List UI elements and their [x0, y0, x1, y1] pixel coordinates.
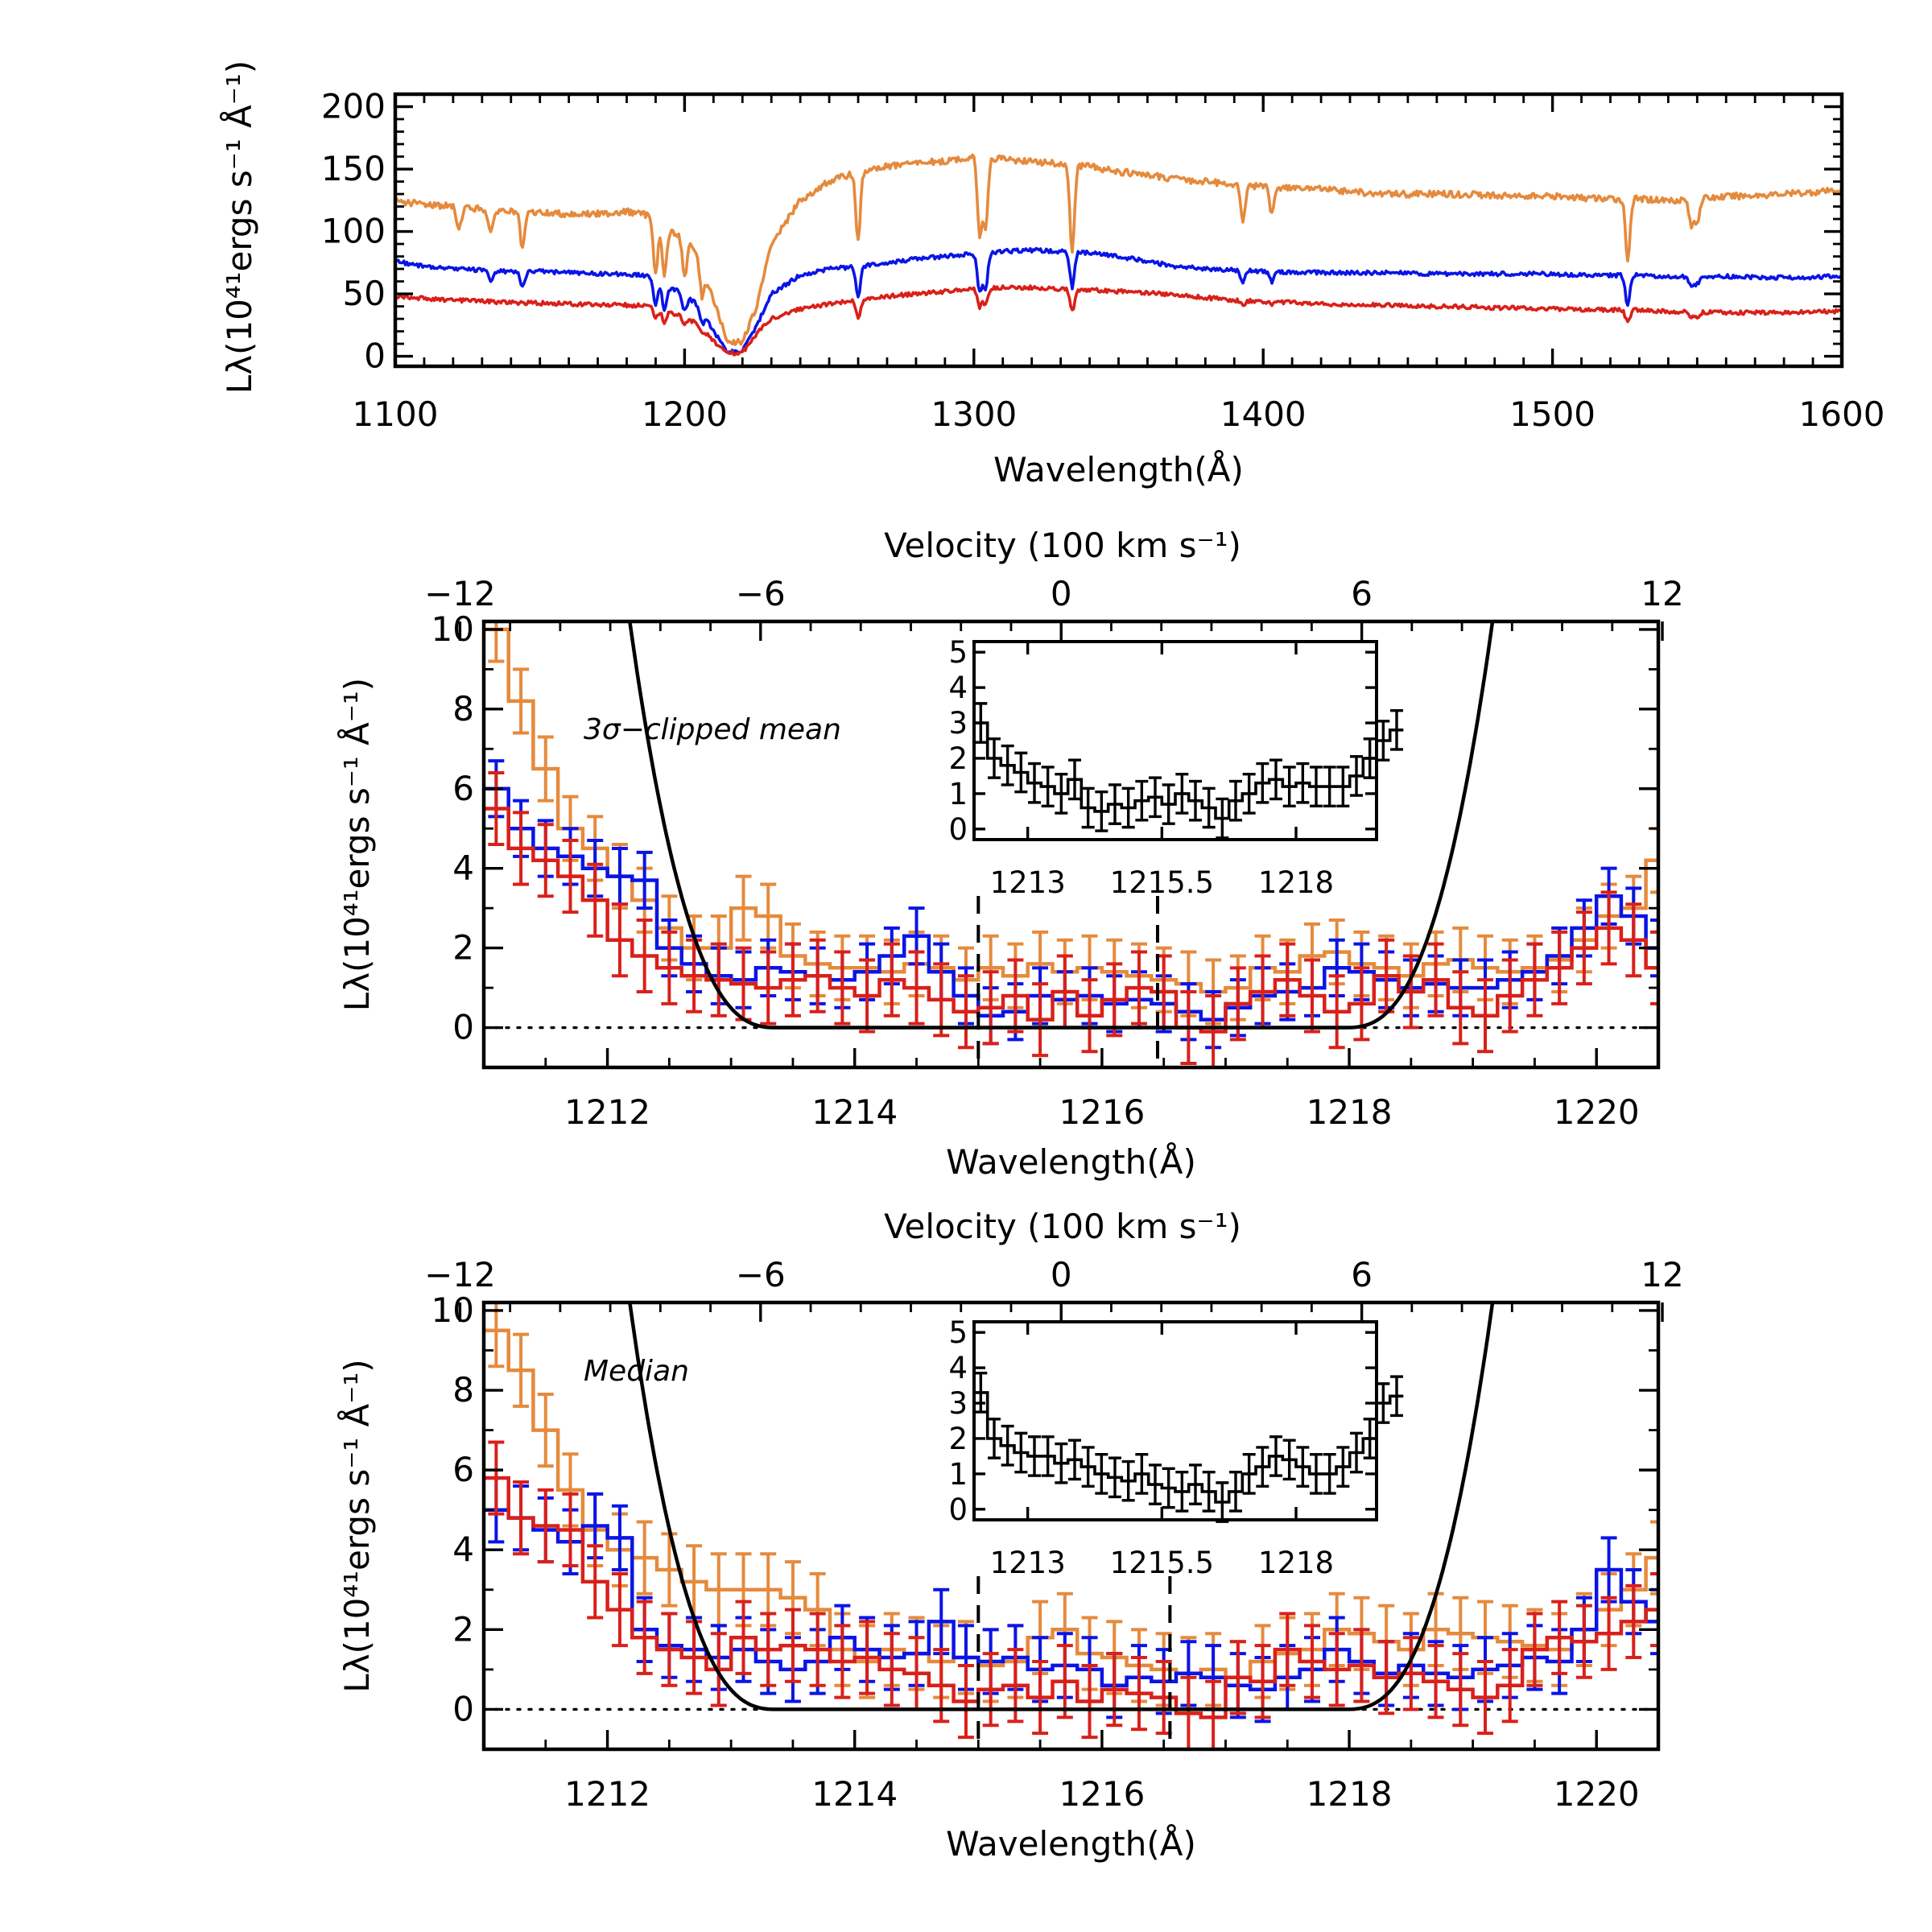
median-top-xlabel: Velocity (100 km s⁻¹): [884, 1207, 1241, 1246]
clipped-mean-ytick-label: 6: [452, 769, 474, 808]
clipped-mean-ytick-label: 10: [431, 609, 474, 649]
median-xtick-label: 1212: [564, 1774, 650, 1814]
median-ytick-label: 10: [431, 1290, 474, 1330]
clipped-mean-vtick-label: 0: [1051, 574, 1072, 613]
median-xtick-label: 1218: [1307, 1774, 1393, 1814]
median-inset-ytick-label: 3: [948, 1386, 968, 1421]
clipped-mean-inset-xtick-label: 1218: [1258, 865, 1334, 900]
clipped-mean-inset-ytick-label: 1: [948, 777, 968, 811]
median-ytick-label: 8: [452, 1370, 474, 1410]
spectrum-xtick-label: 1300: [931, 394, 1017, 434]
clipped-mean-ylabel: Lλ(10⁴¹ergs s⁻¹ Å⁻¹): [336, 678, 377, 1011]
clipped-mean-vtick-label: 12: [1641, 574, 1683, 613]
median-model-curve: [628, 1302, 1495, 1711]
clipped-mean-xlabel: Wavelength(Å): [946, 1141, 1196, 1182]
clipped-mean-ytick-label: 2: [452, 928, 474, 968]
spectrum-xtick-label: 1200: [642, 394, 728, 434]
median-vtick-label: 6: [1351, 1255, 1373, 1294]
median-inset-ytick-label: 4: [948, 1351, 968, 1385]
clipped-mean-frame: [481, 619, 1661, 1070]
clipped-mean-model-curve: [628, 621, 1495, 1030]
spectrum-xtick-label: 1100: [353, 394, 439, 434]
spectrum-ytick-label: 150: [321, 149, 386, 188]
spectrum-series-red: [394, 284, 1843, 357]
median-vtick-label: −6: [736, 1255, 786, 1294]
clipped-mean-xtick-label: 1214: [811, 1092, 898, 1132]
median-vtick-label: 0: [1051, 1255, 1072, 1294]
clipped-mean-plot-area: [484, 621, 1658, 1067]
median-inset-xtick-label: 1215.5: [1110, 1546, 1214, 1580]
clipped-mean-xtick-label: 1212: [564, 1092, 650, 1132]
median-xtick-label: 1216: [1059, 1774, 1145, 1814]
spectrum-ytick-label: 50: [343, 274, 386, 313]
spectrum-xlabel: Wavelength(Å): [993, 449, 1244, 489]
median-inset-xtick-label: 1213: [990, 1546, 1066, 1580]
clipped-mean-ytick-label: 4: [452, 848, 474, 888]
median-ytick-label: 2: [452, 1609, 474, 1649]
median-ytick-label: 6: [452, 1450, 474, 1489]
spectrum-ytick-label: 200: [321, 87, 386, 126]
clipped-mean-inset-ytick-label: 5: [948, 635, 968, 670]
median-plot-area: [484, 1302, 1658, 1749]
median-inset-ytick-label: 1: [948, 1457, 968, 1492]
median-annotation: Median: [584, 1355, 689, 1388]
clipped-mean-inset-bg: [974, 642, 1377, 840]
clipped-mean-ytick-label: 0: [452, 1008, 474, 1047]
median-frame: [481, 1300, 1661, 1752]
clipped-mean-inset-xtick-label: 1213: [990, 865, 1066, 900]
median-xlabel: Wavelength(Å): [946, 1823, 1196, 1864]
clipped-mean-inset-frame: [972, 640, 1378, 841]
clipped-mean-inset-ytick-label: 4: [948, 671, 968, 705]
clipped-mean-step-red: [484, 807, 1658, 1034]
clipped-mean-xtick-label: 1216: [1059, 1092, 1145, 1132]
clipped-mean-vtick-label: −6: [736, 574, 786, 613]
spectrum-xtick-label: 1500: [1509, 394, 1596, 434]
clipped-mean-xtick-label: 1220: [1554, 1092, 1640, 1132]
clipped-mean-annotation: 3σ−clipped mean: [584, 713, 841, 746]
median-ylabel: Lλ(10⁴¹ergs s⁻¹ Å⁻¹): [336, 1359, 377, 1692]
median-xtick-label: 1220: [1554, 1774, 1640, 1814]
clipped-mean-vtick-label: −12: [424, 574, 496, 613]
clipped-mean-inset-ytick-label: 2: [948, 741, 968, 776]
spectrum-panel: 1100 1200 1300 1400 1500 1600 0 50 100 150 200 Wave…: [219, 60, 1885, 489]
median-ytick-label: 4: [452, 1530, 474, 1569]
clipped-mean-inset-xtick-label: 1215.5: [1110, 865, 1214, 900]
clipped-mean-inset-ytick-label: 0: [948, 812, 968, 847]
spectrum-xtick-label: 1600: [1799, 394, 1885, 434]
median-inset-xtick-label: 1218: [1258, 1546, 1334, 1580]
clipped-mean-xtick-label: 1218: [1307, 1092, 1393, 1132]
median-inset-ytick-label: 5: [948, 1315, 968, 1350]
median-step-red: [484, 1476, 1658, 1719]
spectrum-ylabel: Lλ(10⁴¹ergs s⁻¹ Å⁻¹): [219, 60, 259, 394]
spectrum-ytick-label: 100: [321, 212, 386, 251]
median-ytick-label: 0: [452, 1689, 474, 1728]
median-vtick-label: 12: [1641, 1255, 1683, 1294]
median-inset-frame: [972, 1320, 1378, 1521]
spectrum-ytick-label: 0: [364, 336, 386, 376]
median-inset-ytick-label: 2: [948, 1422, 968, 1456]
spectrum-series-blue: [394, 246, 1843, 355]
clipped-mean-vtick-label: 6: [1351, 574, 1373, 613]
median-xtick-label: 1214: [811, 1774, 898, 1814]
clipped-mean-ytick-label: 8: [452, 689, 474, 729]
clipped-mean-top-xlabel: Velocity (100 km s⁻¹): [884, 526, 1241, 565]
median-inset-step: [974, 1391, 1404, 1504]
spectrum-series-orange: [394, 153, 1843, 347]
clipped-mean-inset-ytick-label: 3: [948, 706, 968, 741]
median-vtick-label: −12: [424, 1255, 496, 1294]
spectrum-xtick-label: 1400: [1220, 394, 1307, 434]
median-inset-ytick-label: 0: [948, 1492, 968, 1527]
